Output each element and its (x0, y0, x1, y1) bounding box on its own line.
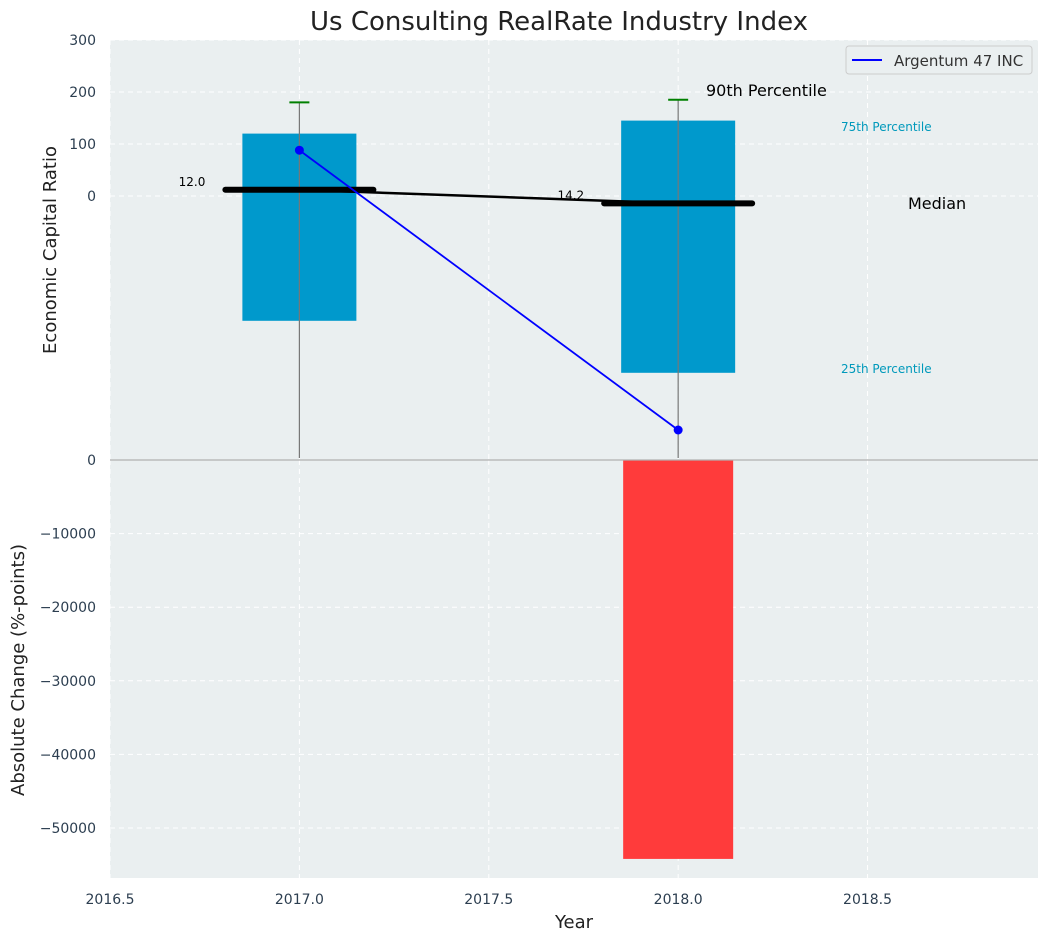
series-line (298, 149, 679, 431)
bottom-plot-area (110, 460, 1038, 878)
y-tick-label-top: 100 (69, 137, 96, 153)
y-axis-label-top: Economic Capital Ratio (40, 146, 61, 354)
x-axis-label: Year (554, 912, 594, 933)
y-axis-label-bottom: Absolute Change (%-points) (8, 544, 29, 796)
x-tick-label: 2016.5 (86, 892, 135, 908)
legend-label: Argentum 47 INC (894, 52, 1023, 70)
y-tick-label-bottom: −10000 (40, 527, 96, 543)
annotation-25th: 25th Percentile (841, 362, 932, 376)
y-tick-label-bottom: −30000 (40, 674, 96, 690)
median-trend-line (299, 188, 679, 205)
y-tick-label-top: 200 (69, 85, 96, 101)
x-tick-label: 2018.5 (843, 892, 892, 908)
y-tick-label-bottom: −50000 (40, 821, 96, 837)
x-tick-label: 2017.0 (275, 892, 324, 908)
x-tick-label: 2018.0 (654, 892, 703, 908)
legend-box (845, 45, 1033, 75)
annotation-median: Median (908, 194, 966, 213)
annotation-75th: 75th Percentile (841, 120, 932, 134)
chart-title: Us Consulting RealRate Industry Index (310, 7, 808, 37)
series-point (673, 425, 683, 435)
y-ticks-bottom: 0 −10000 −20000 −30000 −40000 −50000 (40, 453, 96, 837)
change-bar (623, 460, 734, 859)
annotation-90th: 90th Percentile (706, 81, 827, 100)
y-tick-label-top: 300 (69, 33, 96, 49)
series-point (294, 145, 304, 155)
y-tick-label-bottom: −20000 (40, 600, 96, 616)
x-ticks: 2016.5 2017.0 2017.5 2018.0 2018.5 (86, 892, 893, 908)
bottom-panel (623, 460, 734, 859)
y-ticks-top: 300 200 100 0 (69, 33, 96, 205)
y-tick-label-top: 0 (87, 189, 96, 205)
x-tick-label: 2017.5 (464, 892, 513, 908)
legend: Argentum 47 INC (845, 45, 1033, 75)
y-tick-label-bottom: −40000 (40, 747, 96, 763)
y-tick-label-bottom: 0 (87, 453, 96, 469)
median-value-label: 12.0 (179, 175, 206, 189)
